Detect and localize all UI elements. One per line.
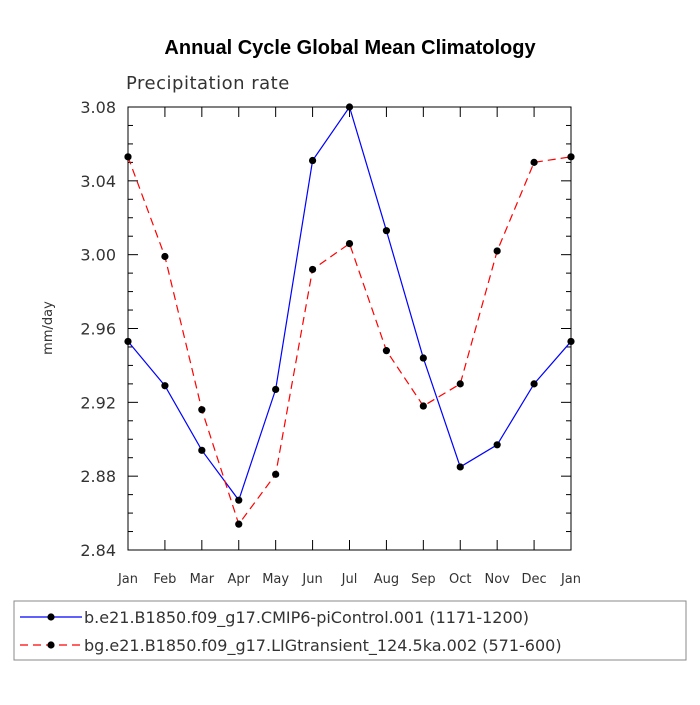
x-tick-label: Jan	[560, 572, 581, 587]
data-point	[530, 380, 538, 388]
data-point	[382, 347, 391, 355]
y-tick-labels: 2.84 2.88 2.92 2.96 3.00 3.04 3.08	[80, 98, 116, 560]
legend-label-2: bg.e21.B1850.f09_g17.LIGtransient_124.5k…	[84, 636, 562, 656]
chart-title: Annual Cycle Global Mean Climatology	[164, 37, 536, 59]
x-tick-label: Aug	[374, 572, 399, 587]
series-line-1	[127, 105, 572, 502]
data-point	[161, 252, 169, 261]
x-tick-label: Oct	[449, 572, 471, 587]
data-point	[493, 441, 501, 449]
data-point	[419, 402, 427, 410]
y-axis-label: mm/day	[41, 301, 56, 355]
data-point	[345, 239, 354, 248]
data-point	[272, 470, 280, 478]
data-point	[235, 520, 243, 528]
data-point	[235, 496, 243, 504]
x-tick-label: Mar	[190, 572, 215, 587]
y-tick-label: 3.04	[80, 172, 116, 191]
data-point	[272, 385, 280, 394]
legend-marker	[47, 641, 55, 649]
x-tick-label: Dec	[522, 572, 547, 587]
plot-frame	[127, 106, 572, 551]
y-tick-label: 3.08	[80, 98, 116, 117]
series-line-2	[127, 156, 572, 526]
axis-ticks	[127, 106, 572, 551]
legend-box	[13, 600, 687, 661]
data-point	[161, 382, 169, 390]
legend: b.e21.B1850.f09_g17.CMIP6-piControl.001 …	[13, 600, 687, 661]
data-point	[493, 247, 501, 255]
y-tick-label: 3.00	[80, 246, 116, 265]
chart-subtitle: Precipitation rate	[126, 73, 290, 94]
data-point	[419, 354, 427, 362]
series-layer	[124, 103, 575, 528]
data-point	[530, 158, 538, 166]
x-tick-label: Jul	[341, 572, 358, 587]
x-tick-label: Apr	[228, 572, 251, 587]
data-point	[456, 380, 464, 388]
x-tick-label: Sep	[411, 572, 436, 587]
x-tick-label: May	[262, 572, 289, 587]
x-tick-label: Jun	[301, 572, 322, 587]
data-point	[198, 446, 206, 454]
x-tick-label: Nov	[484, 572, 510, 587]
data-point	[308, 156, 317, 165]
y-tick-label: 2.88	[80, 467, 116, 486]
x-tick-labels: Jan Feb Mar Apr May Jun Jul Aug Sep Oct Nov Dec Jan	[117, 572, 581, 587]
legend-label-1: b.e21.B1850.f09_g17.CMIP6-piControl.001 …	[84, 608, 529, 628]
x-tick-label: Jan	[117, 572, 138, 587]
data-point	[308, 265, 317, 274]
legend-marker	[47, 613, 55, 621]
data-point	[456, 463, 464, 471]
y-tick-label: 2.92	[80, 393, 116, 412]
x-tick-label: Feb	[153, 572, 176, 587]
y-tick-label: 2.96	[80, 320, 116, 339]
data-point	[382, 227, 391, 235]
y-tick-label: 2.84	[80, 541, 116, 560]
data-point	[198, 406, 206, 414]
